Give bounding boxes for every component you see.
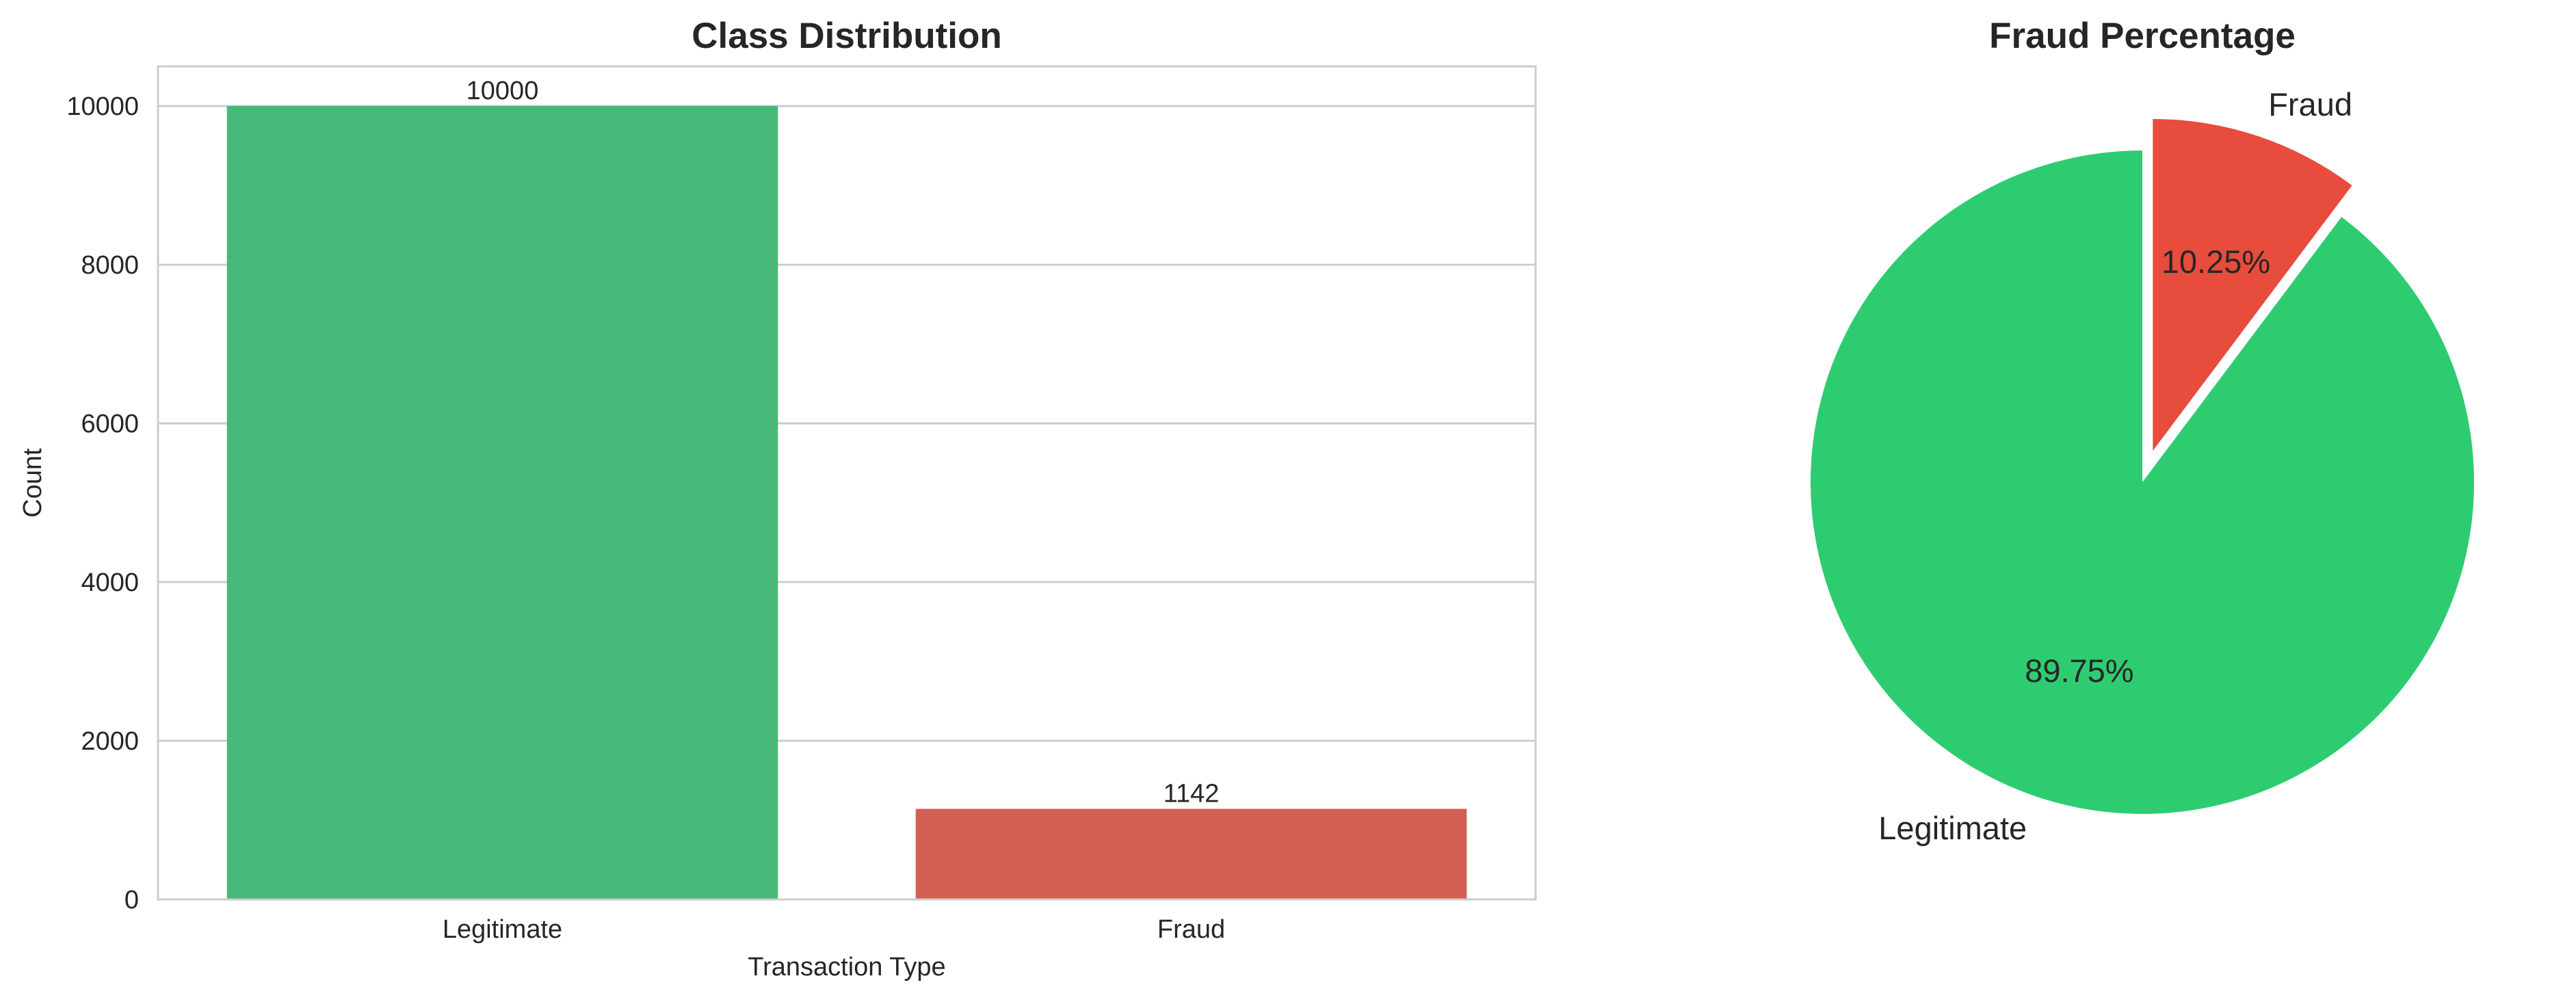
- pie-pct-label: 10.25%: [2161, 244, 2270, 280]
- bar-x-tick-label: Legitimate: [443, 915, 562, 944]
- bar-data-label: 10000: [466, 77, 539, 105]
- bar-chart-title: Class Distribution: [692, 16, 1002, 56]
- pie-labels: 10.25% Fraud 89.75% Legitimate: [1878, 86, 2352, 846]
- bar-legitimate: [226, 106, 778, 899]
- bar-data-label: 1142: [1164, 780, 1220, 808]
- pie-slice-legitimate: [1811, 150, 2474, 814]
- bar-y-tick-labels: 0 2000 4000 6000 8000 10000: [66, 92, 139, 915]
- pie-chart: Fraud Percentage 10.25% Fraud 89.75% Legiti…: [1811, 16, 2474, 846]
- bar-y-tick-label: 8000: [81, 251, 139, 280]
- bar-x-axis-label: Transaction Type: [748, 953, 945, 982]
- pie-chart-title: Fraud Percentage: [1989, 16, 2296, 56]
- bar-chart: Class Distribution 10000 1142 0 2000 4000 60…: [18, 16, 1537, 982]
- bar-series: [226, 106, 1467, 899]
- bar-x-tick-labels: Legitimate Fraud: [443, 915, 1225, 944]
- pie-slice-fraud: [2153, 118, 2352, 451]
- pie-pct-label: 89.75%: [2025, 653, 2133, 689]
- pie-category-label: Fraud: [2268, 86, 2352, 122]
- bar-plot-frame: [157, 65, 1537, 901]
- bar-y-tick-label: 0: [124, 886, 139, 915]
- bar-data-labels: 10000 1142: [466, 77, 1220, 808]
- bar-fraud: [915, 808, 1467, 899]
- bar-y-tick-label: 4000: [81, 568, 139, 597]
- bar-y-tick-label: 2000: [81, 727, 139, 756]
- bar-y-tick-label: 6000: [81, 410, 139, 438]
- pie-slices: [1811, 118, 2474, 814]
- bar-y-tick-label: 10000: [66, 92, 139, 121]
- pie-category-label: Legitimate: [1878, 810, 2027, 846]
- bar-x-tick-label: Fraud: [1157, 915, 1225, 944]
- bar-y-axis-label: Count: [18, 448, 47, 518]
